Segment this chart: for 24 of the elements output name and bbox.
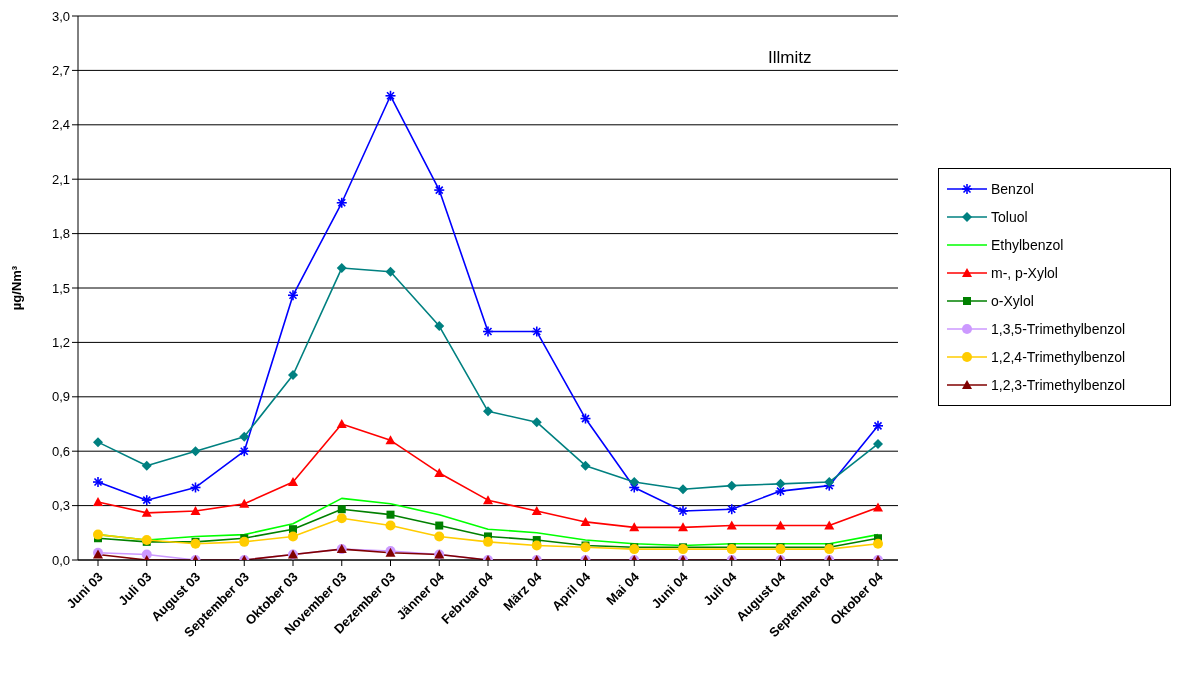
y-tick-label: 0,0 [51,552,70,568]
legend-label: Benzol [991,181,1034,197]
y-tick-label: 0,6 [51,443,70,459]
x-tick-label: Juli 03 [115,569,155,609]
y-tick-label: 1,2 [51,335,70,351]
y-axis-title: µg/Nm³ [8,265,24,311]
legend-label: m-, p-Xylol [991,265,1058,281]
legend-label: o-Xylol [991,293,1034,309]
y-tick-label: 0,3 [51,498,70,514]
y-tick-label: 2,4 [51,117,70,133]
y-tick-label: 3,0 [51,8,70,24]
legend-label: Toluol [991,209,1028,225]
legend-label: 1,2,4-Trimethylbenzol [991,349,1126,365]
legend-label: 1,3,5-Trimethylbenzol [991,321,1126,337]
y-tick-label: 2,1 [51,171,70,187]
y-tick-label: 0,9 [51,389,70,405]
legend-label: Ethylbenzol [991,237,1064,253]
annotation: Illmitz [768,48,812,68]
y-tick-label: 2,7 [51,63,70,79]
y-tick-label: 1,5 [51,280,70,296]
legend-label: 1,2,3-Trimethylbenzol [991,377,1126,393]
x-tick-label: Mai 04 [603,568,643,608]
x-tick-label: Juli 04 [700,568,741,609]
y-tick-label: 1,8 [51,226,70,242]
